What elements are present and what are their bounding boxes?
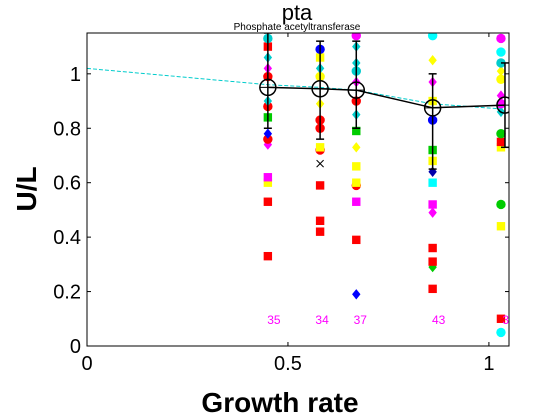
data-point-square <box>428 257 437 266</box>
data-point-diamond <box>263 128 273 139</box>
data-point-diamond <box>352 142 361 153</box>
data-point-circle <box>427 33 438 41</box>
sample-count-label: 35 <box>267 313 281 327</box>
data-point-diamond <box>352 289 361 300</box>
data-point-square <box>315 216 325 225</box>
data-point-square <box>315 227 325 236</box>
data-point-circle <box>496 33 506 44</box>
data-point-circle <box>351 33 361 41</box>
data-point-square <box>428 243 437 253</box>
data-layer: 35 34 37 43 35 <box>87 33 516 338</box>
data-point-circle <box>496 47 506 57</box>
y-tick-label: 0.8 <box>53 118 81 140</box>
x-tick-label: 0 <box>81 353 92 375</box>
sample-count-label: 35 <box>502 313 516 327</box>
data-point-square <box>496 222 506 231</box>
data-point-circle <box>496 74 506 84</box>
data-point-square <box>315 181 325 190</box>
x-axis-label: Growth rate <box>201 387 358 418</box>
data-point-square <box>352 126 361 136</box>
data-point-circle <box>496 58 506 68</box>
sample-count-label: 34 <box>315 313 329 327</box>
y-tick-label: 0.6 <box>53 173 81 195</box>
data-point-x <box>316 159 324 168</box>
x-tick-label: 0.5 <box>274 353 302 375</box>
data-point-diamond <box>428 55 437 66</box>
data-point-square <box>496 314 506 323</box>
data-point-square <box>428 178 437 187</box>
data-point-square <box>352 162 361 171</box>
data-point-square <box>428 200 437 209</box>
data-point-square <box>263 178 273 187</box>
data-point-square <box>263 173 273 182</box>
data-point-square <box>352 178 361 187</box>
data-point-diamond <box>428 207 437 218</box>
y-tick-label: 0.2 <box>53 282 81 304</box>
data-point-circle <box>263 134 273 144</box>
axes-box <box>86 32 510 347</box>
data-point-square <box>315 143 325 152</box>
data-point-diamond <box>496 65 506 77</box>
data-point-square <box>428 284 437 294</box>
data-point-square <box>352 235 361 245</box>
chart-title: pta <box>282 0 313 25</box>
plot-area <box>87 33 509 346</box>
sample-count-label: 43 <box>432 313 446 327</box>
data-point-square <box>496 143 506 152</box>
data-point-circle <box>496 199 506 210</box>
data-point-square <box>496 137 506 147</box>
data-point-x-stroke <box>316 159 324 168</box>
y-tick-label: 0.4 <box>53 227 81 249</box>
chart-subtitle: Phosphate acetyltransferase <box>234 22 361 33</box>
data-point-circle <box>496 129 506 139</box>
y-tick-label: 1 <box>70 64 81 86</box>
y-axis-label: U/L <box>11 166 42 211</box>
data-point-square <box>263 197 273 206</box>
x-tick-label: 1 <box>483 353 494 375</box>
data-point-circle <box>496 327 506 338</box>
data-point-square <box>263 251 273 261</box>
data-point-diamond <box>496 90 506 101</box>
data-point-square <box>352 197 361 206</box>
sample-count-label: 37 <box>354 313 368 327</box>
y-tick-label: 0 <box>70 336 81 358</box>
